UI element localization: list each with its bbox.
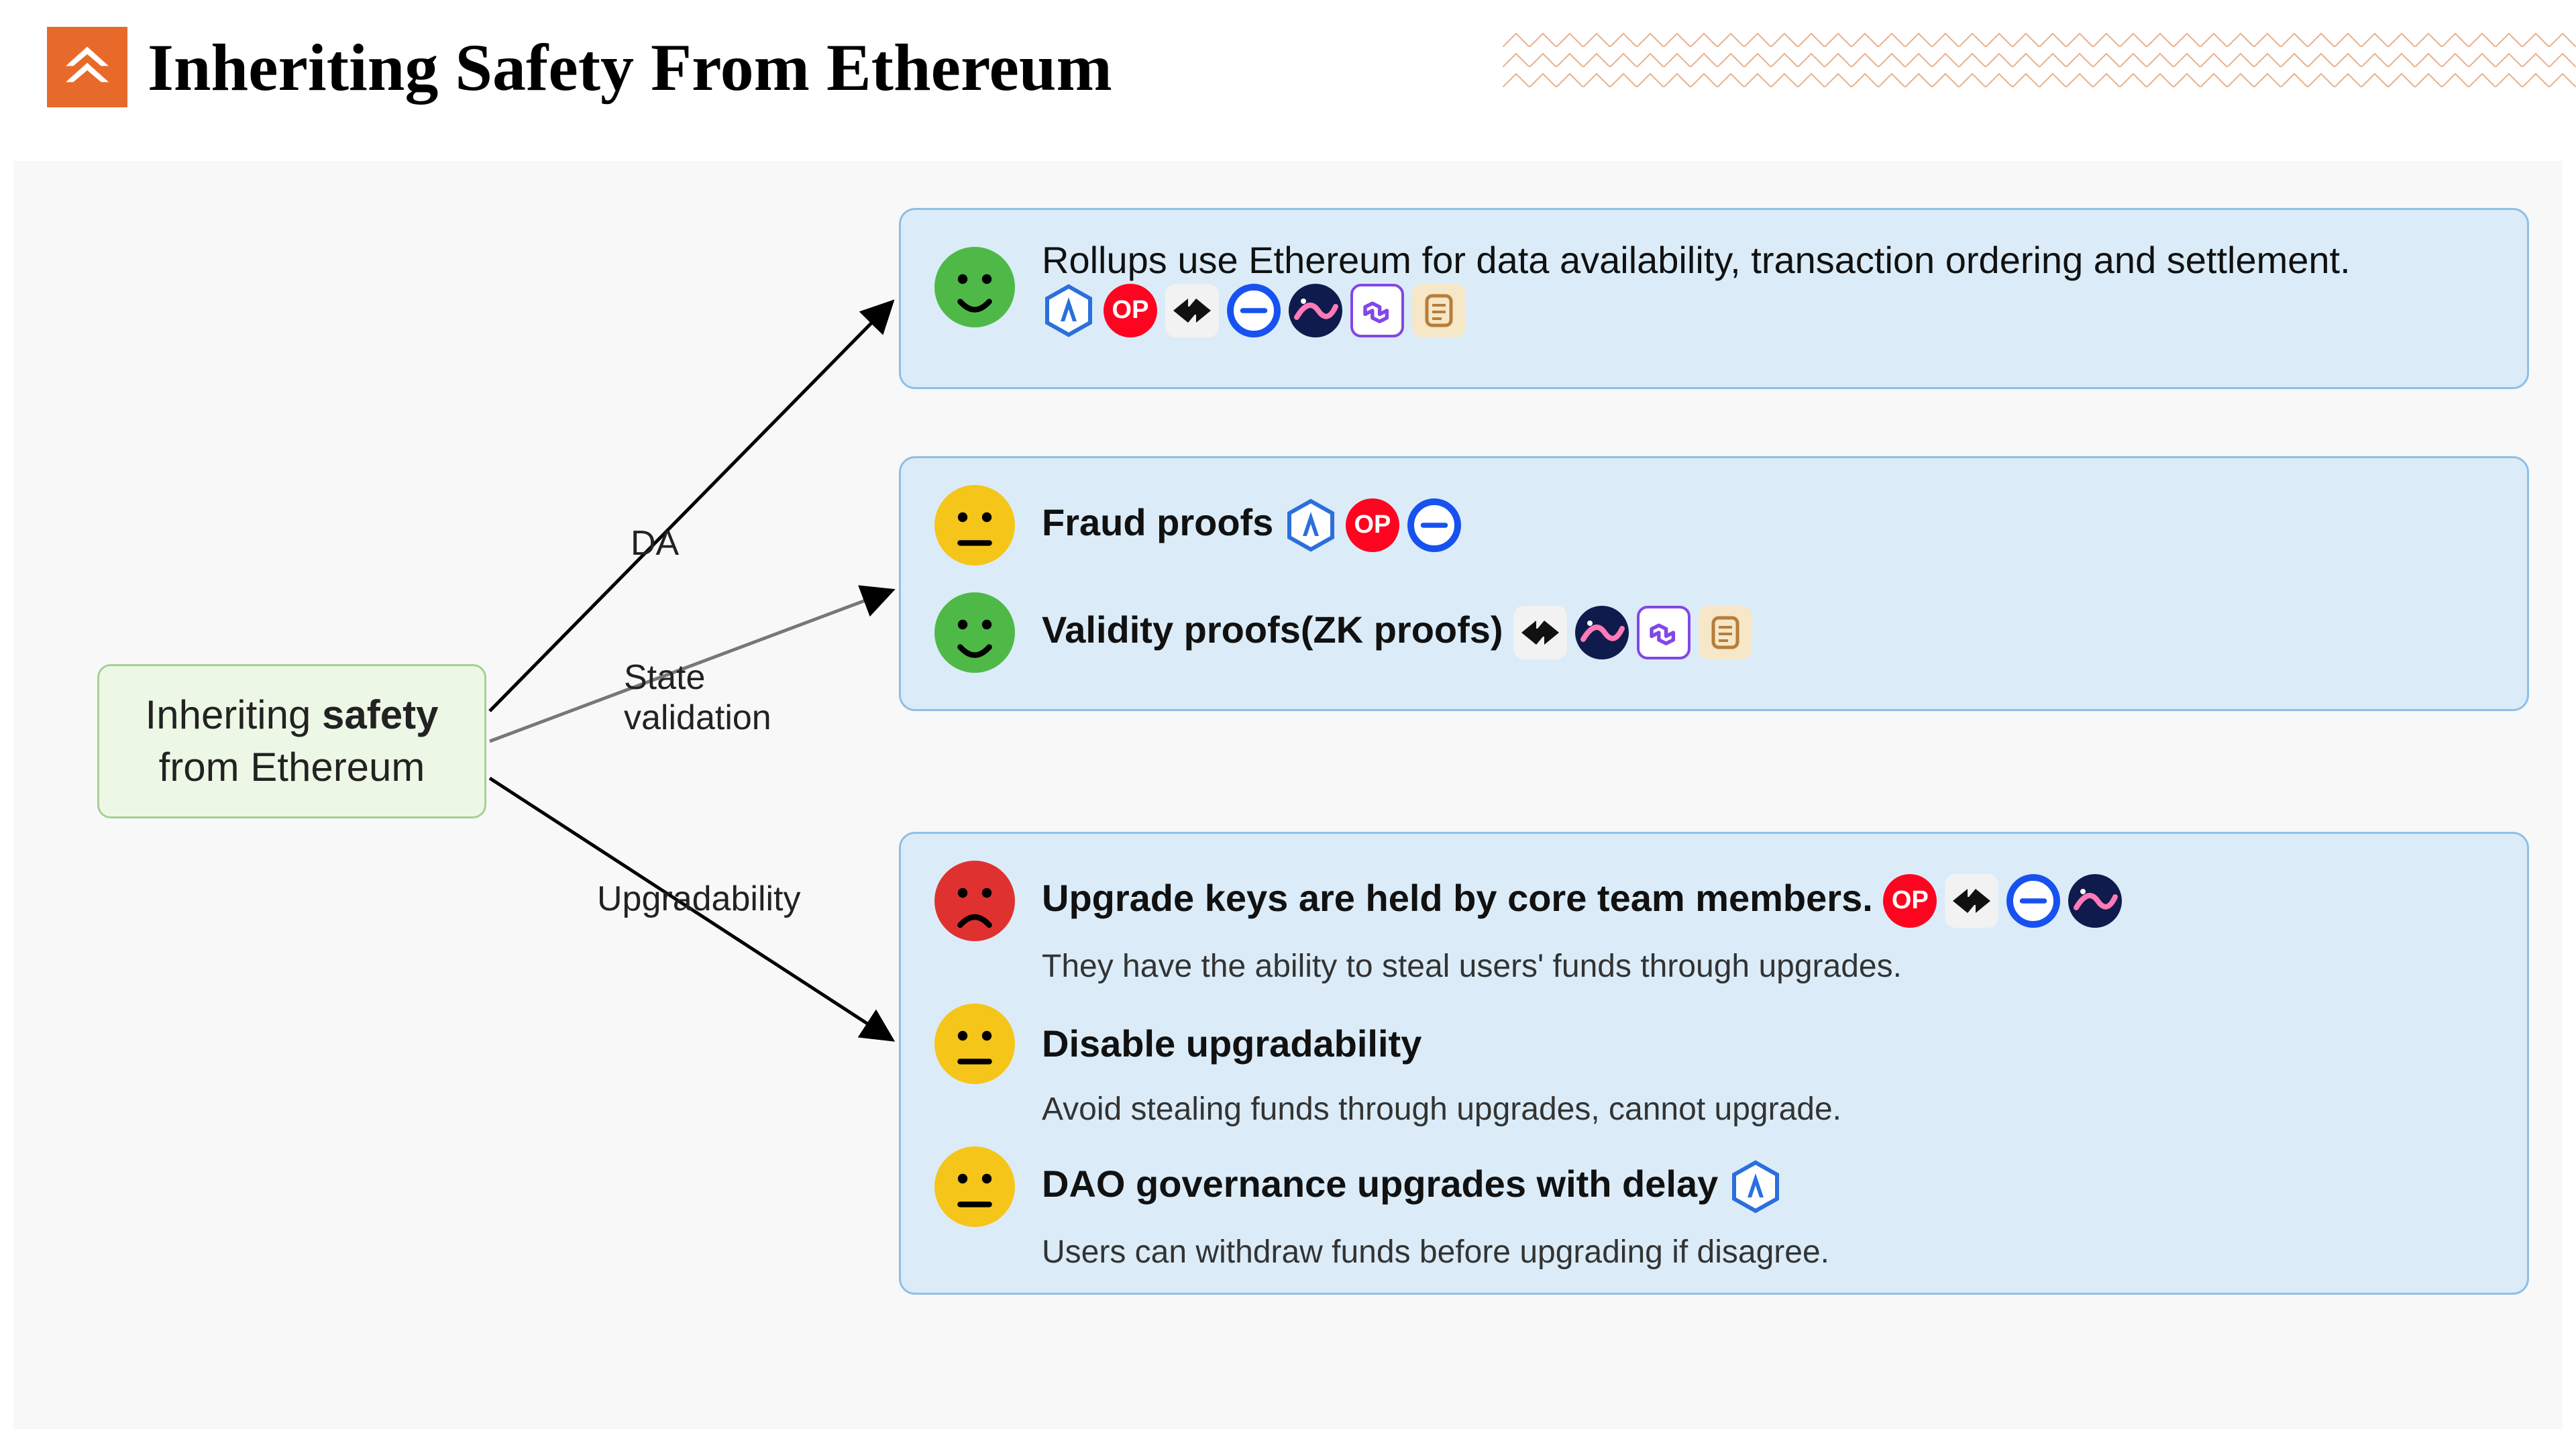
page-title: Inheriting Safety From Ethereum (148, 29, 1112, 106)
edge-label-upgrade: Upgradability (597, 879, 801, 919)
box-upgrade-r3-sub: Users can withdraw funds before upgradin… (1042, 1234, 2493, 1271)
chevron-strip-icon (1503, 27, 2576, 87)
root-line1: Inheriting (146, 692, 311, 737)
sad-face-icon (934, 861, 1015, 941)
box-upgrade-r2-sub: Avoid stealing funds through upgrades, c… (1042, 1091, 2493, 1128)
box-da-icons: OP (1042, 284, 1466, 337)
header: Inheriting Safety From Ethereum (47, 27, 1112, 107)
box-upgrade-r3-title: DAO governance upgrades with delay (1042, 1163, 1718, 1205)
main-panel: Inheriting safety from Ethereum DA State… (13, 161, 2563, 1429)
root-line1-bold: safety (322, 692, 438, 737)
root-line2: from Ethereum (159, 745, 425, 790)
neutral-face-icon (934, 485, 1015, 566)
neutral-face-icon (934, 1004, 1015, 1084)
box-upgrade-r3-icons (1729, 1160, 1782, 1214)
root-node: Inheriting safety from Ethereum (97, 664, 486, 818)
box-da-text: Rollups use Ethereum for data availabili… (1042, 237, 2493, 337)
box-da: Rollups use Ethereum for data availabili… (899, 208, 2529, 389)
slide: Inheriting Safety From Ethereum (0, 0, 2576, 1449)
box-upgrade: Upgrade keys are held by core team membe… (899, 832, 2529, 1295)
box-state: Fraud proofs OP Validity proofs(ZK proof… (899, 456, 2529, 711)
box-state-r2-icons (1513, 606, 1752, 659)
happy-face-icon (934, 592, 1015, 673)
box-upgrade-r1-sub: They have the ability to steal users' fu… (1042, 948, 2493, 985)
happy-face-icon (934, 247, 1015, 327)
neutral-face-icon (934, 1146, 1015, 1227)
edge-label-da: DA (631, 523, 679, 564)
edge-label-state: State validation (624, 657, 771, 738)
box-upgrade-r1-icons: OP (1883, 874, 2122, 928)
box-upgrade-r1-title: Upgrade keys are held by core team membe… (1042, 877, 1873, 919)
box-state-r1: Fraud proofs (1042, 501, 1273, 543)
logo-icon (47, 27, 127, 107)
box-upgrade-r2-title: Disable upgradability (1042, 1022, 1421, 1065)
box-state-r1-icons: OP (1284, 498, 1461, 552)
box-state-r2: Validity proofs(ZK proofs) (1042, 608, 1503, 651)
